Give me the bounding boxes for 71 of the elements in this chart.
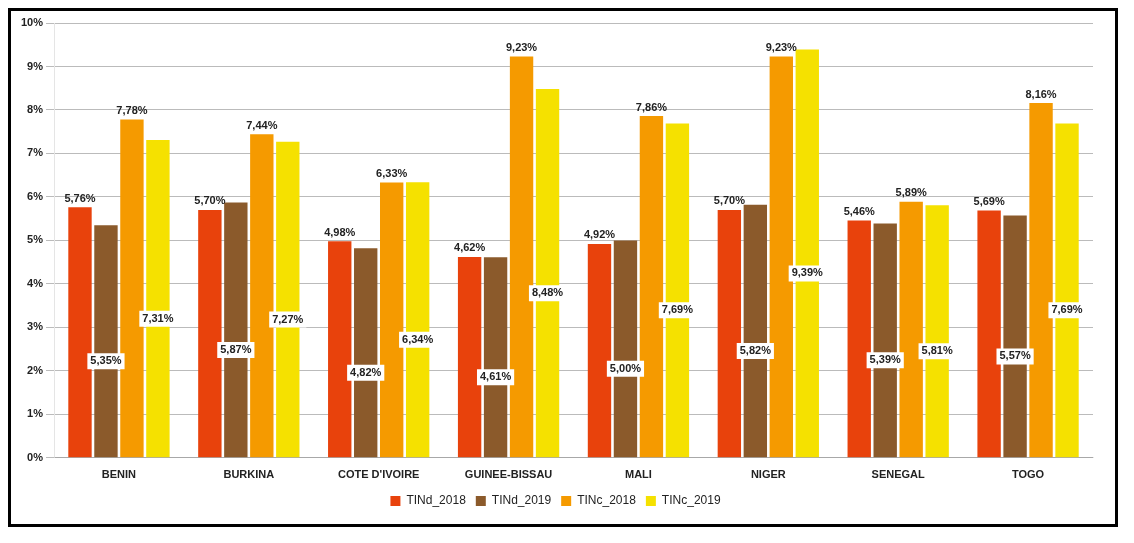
- data-label: 5,87%: [220, 342, 252, 355]
- x-tick-label: TOGO: [1011, 468, 1045, 481]
- x-tick-label: BENIN: [101, 468, 137, 481]
- data-label: 4,62%: [454, 241, 486, 254]
- y-tick-label: 0%: [27, 450, 44, 463]
- data-label: 5,57%: [999, 349, 1031, 362]
- data-label: 5,69%: [973, 194, 1005, 207]
- bar: [769, 56, 793, 458]
- y-tick-label: 5%: [27, 233, 44, 246]
- data-label: 5,81%: [921, 344, 953, 357]
- data-label: 5,46%: [843, 204, 876, 217]
- data-label: 6,34%: [402, 332, 434, 345]
- y-tick-label: 9%: [27, 59, 44, 72]
- y-tick-label: 1%: [27, 407, 44, 420]
- x-tick-label: MALI: [625, 468, 652, 481]
- bar: [509, 56, 534, 458]
- legend-label: TINd_2019: [491, 493, 552, 508]
- bar: [457, 256, 482, 458]
- y-tick-label: 8%: [27, 102, 44, 115]
- y-tick-label: 6%: [27, 189, 44, 202]
- data-label: 9,23%: [505, 41, 538, 54]
- data-label: 9,23%: [765, 41, 798, 54]
- data-label: 5,70%: [194, 194, 226, 207]
- bar: [380, 182, 404, 458]
- legend-label: TINd_2018: [406, 493, 467, 508]
- data-label: 7,86%: [635, 100, 668, 113]
- x-tick-label: GUINEE-BISSAU: [464, 468, 553, 481]
- bar: [847, 220, 871, 458]
- y-tick-label: 2%: [27, 363, 44, 376]
- data-label: 9,39%: [791, 266, 824, 279]
- y-tick-label: 10%: [20, 16, 44, 29]
- bar: [198, 209, 222, 458]
- y-tick-label: 7%: [27, 146, 44, 159]
- data-label: 5,39%: [869, 353, 902, 366]
- data-label: 4,82%: [350, 365, 382, 378]
- data-label: 4,92%: [583, 228, 616, 241]
- bar: [68, 207, 92, 458]
- data-label: 5,00%: [609, 361, 642, 374]
- data-label: 8,48%: [531, 286, 564, 299]
- bar: [587, 243, 612, 458]
- data-label: 4,98%: [324, 225, 356, 238]
- bar: [899, 201, 923, 458]
- data-label: 8,16%: [1025, 87, 1057, 100]
- data-label: 7,44%: [246, 118, 278, 131]
- x-tick-label: SENEGAL: [871, 468, 926, 481]
- bar: [120, 119, 144, 458]
- x-tick-label: COTE D'IVOIRE: [337, 468, 420, 481]
- data-label: 5,89%: [895, 186, 927, 199]
- y-tick-label: 3%: [27, 320, 44, 333]
- y-tick-label: 4%: [27, 276, 44, 289]
- data-label: 5,70%: [713, 194, 746, 207]
- bar: [1029, 103, 1053, 458]
- data-label: 7,78%: [116, 104, 148, 117]
- bar: [977, 210, 1001, 458]
- data-label: 7,31%: [142, 311, 174, 324]
- legend-label: TINc_2018: [577, 493, 637, 508]
- bar: [328, 241, 352, 458]
- data-label: 7,27%: [272, 312, 304, 325]
- data-label: 4,61%: [479, 370, 512, 383]
- data-label: 5,76%: [64, 191, 96, 204]
- bar: [250, 134, 274, 458]
- data-label: 7,69%: [661, 303, 694, 316]
- bar: [717, 209, 742, 458]
- data-label: 5,35%: [90, 354, 122, 367]
- bar: [639, 116, 664, 458]
- data-label: 5,82%: [739, 344, 772, 357]
- data-label: 7,69%: [1051, 303, 1083, 316]
- x-tick-label: NIGER: [750, 468, 786, 481]
- data-label: 6,33%: [376, 167, 408, 180]
- x-tick-label: BURKINA: [223, 468, 275, 481]
- legend-label: TINc_2019: [661, 493, 721, 508]
